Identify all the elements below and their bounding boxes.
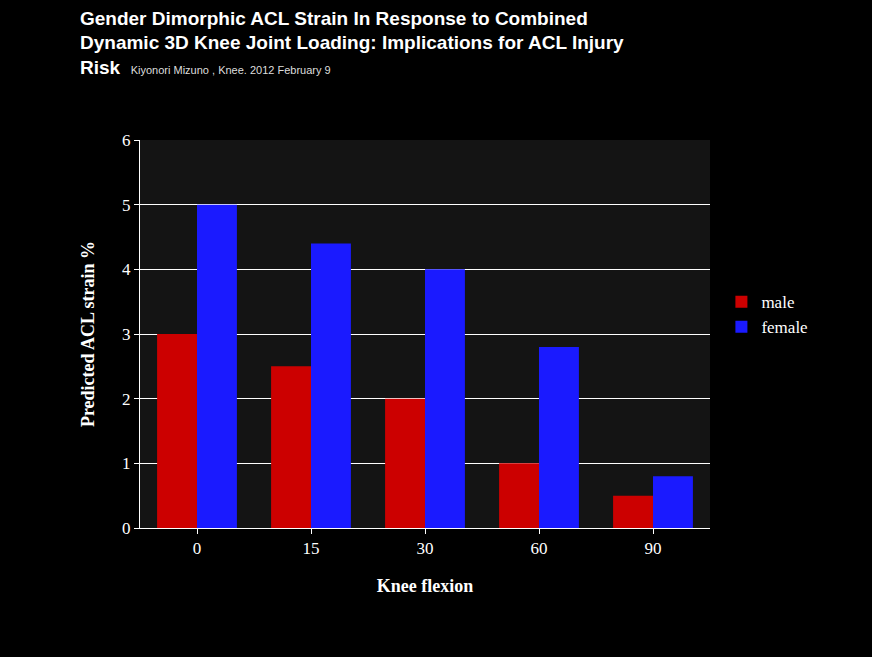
svg-text:Knee flexion: Knee flexion <box>377 576 474 596</box>
svg-text:0: 0 <box>122 519 131 538</box>
svg-text:2: 2 <box>122 390 131 409</box>
svg-text:90: 90 <box>645 539 662 558</box>
svg-text:30: 30 <box>417 539 434 558</box>
svg-text:male: male <box>761 293 794 312</box>
svg-text:4: 4 <box>122 260 131 279</box>
svg-text:1: 1 <box>122 454 131 473</box>
svg-text:60: 60 <box>531 539 548 558</box>
svg-text:female: female <box>761 318 807 337</box>
svg-text:15: 15 <box>303 539 320 558</box>
svg-text:3: 3 <box>122 325 131 344</box>
svg-text:Predicted ACL strain %: Predicted ACL strain % <box>78 241 98 427</box>
svg-text:0: 0 <box>193 539 202 558</box>
svg-text:6: 6 <box>122 131 131 150</box>
svg-text:5: 5 <box>122 196 131 215</box>
svg-text:Gender Dimorphic ACL Strain In: Gender Dimorphic ACL Strain In Response … <box>80 8 624 78</box>
